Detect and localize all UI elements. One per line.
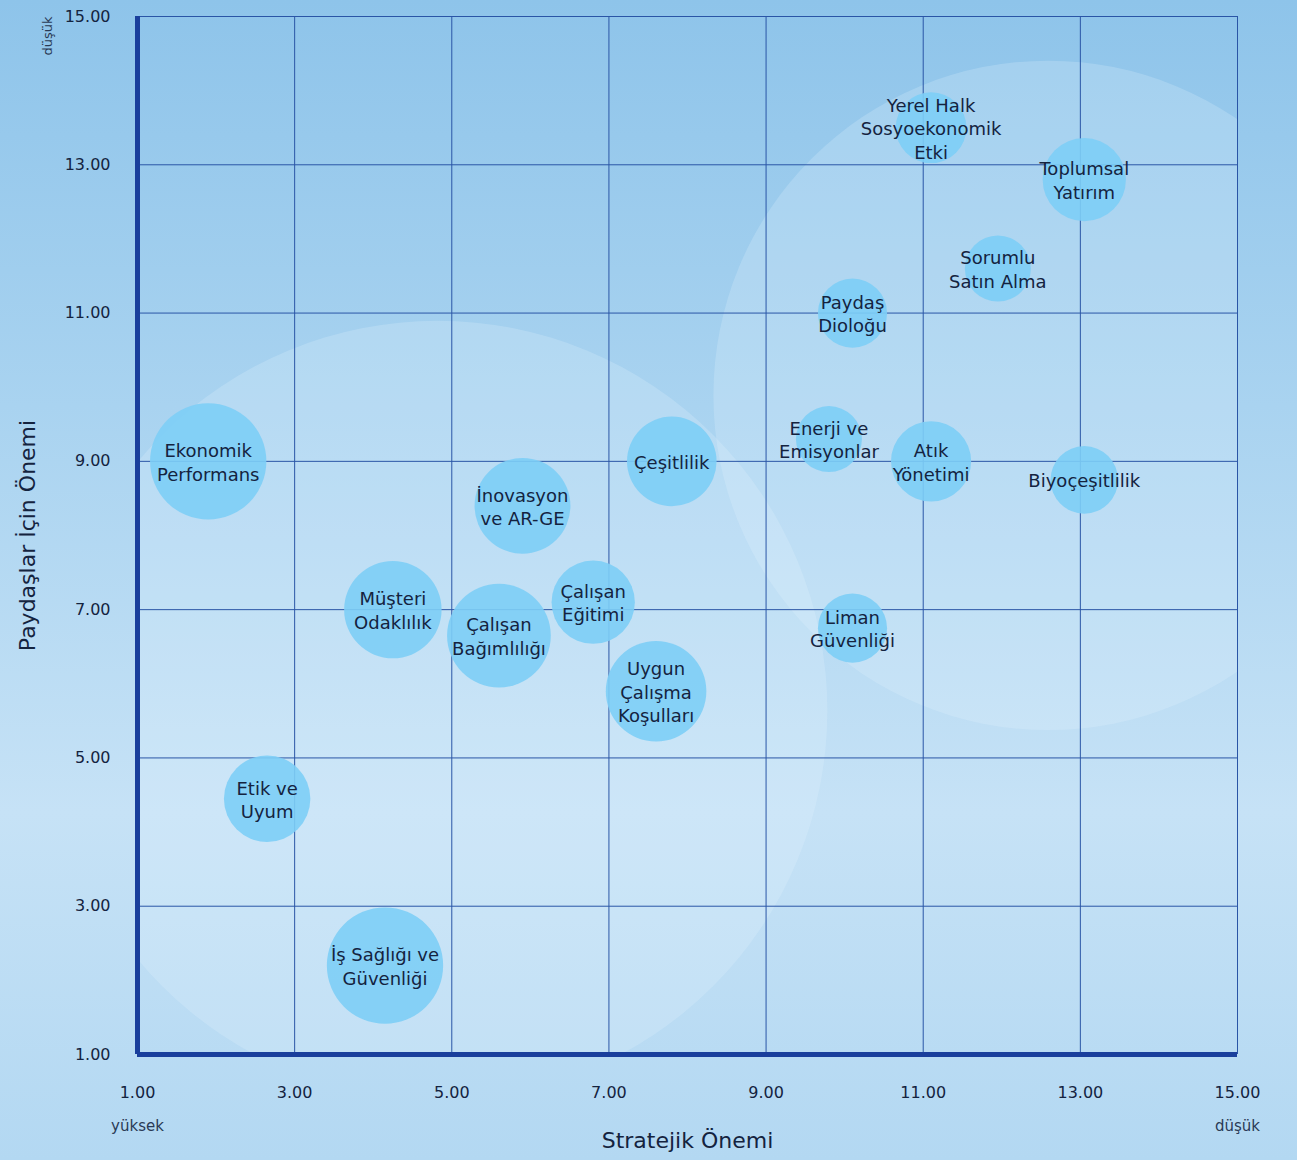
svg-text:9.00: 9.00 [748,1083,784,1102]
svg-text:1.00: 1.00 [75,1045,111,1064]
svg-text:Yerel HalkSosyoekonomikEtki: Yerel HalkSosyoekonomikEtki [861,95,1002,163]
svg-text:ToplumsalYatırım: ToplumsalYatırım [1038,158,1129,202]
svg-text:ÇalışanBağımlılığı: ÇalışanBağımlılığı [452,614,546,658]
svg-text:Etik veUyum: Etik veUyum [236,777,297,821]
svg-text:düşük: düşük [1215,1117,1260,1135]
svg-text:11.00: 11.00 [900,1083,946,1102]
svg-text:Enerji veEmisyonlar: Enerji veEmisyonlar [779,418,879,462]
svg-text:1.00: 1.00 [120,1083,156,1102]
svg-text:7.00: 7.00 [591,1083,627,1102]
svg-text:İnovasyonve AR-GE: İnovasyonve AR-GE [477,485,569,529]
svg-text:Paydaşlar İçin Önemi: Paydaşlar İçin Önemi [15,420,40,651]
svg-text:11.00: 11.00 [65,303,111,322]
svg-text:LimanGüvenliği: LimanGüvenliği [810,607,895,651]
svg-text:5.00: 5.00 [75,748,111,767]
svg-text:7.00: 7.00 [75,600,111,619]
svg-text:UygunÇalışmaKoşulları: UygunÇalışmaKoşulları [618,658,694,726]
svg-text:ÇalışanEğitimi: ÇalışanEğitimi [561,581,626,625]
svg-text:yüksek: yüksek [111,1117,164,1135]
svg-text:İş Sağlığı veGüvenliği: İş Sağlığı veGüvenliği [331,944,439,988]
svg-text:Biyoçeşitlilik: Biyoçeşitlilik [1028,470,1140,491]
svg-text:EkonomikPerformans: EkonomikPerformans [157,440,259,484]
svg-text:13.00: 13.00 [1057,1083,1103,1102]
svg-text:Çeşitlilik: Çeşitlilik [634,452,710,473]
svg-text:9.00: 9.00 [75,451,111,470]
svg-text:15.00: 15.00 [1215,1083,1261,1102]
svg-text:3.00: 3.00 [277,1083,313,1102]
svg-text:AtıkYönetimi: AtıkYönetimi [892,440,970,484]
svg-text:15.00: 15.00 [65,7,111,26]
svg-text:PaydaşDioloğu: PaydaşDioloğu [818,292,887,336]
svg-text:MüşteriOdaklılık: MüşteriOdaklılık [354,588,432,632]
svg-text:13.00: 13.00 [65,155,111,174]
svg-text:3.00: 3.00 [75,896,111,915]
svg-text:SorumluSatın Alma: SorumluSatın Alma [949,247,1047,291]
svg-text:5.00: 5.00 [434,1083,470,1102]
svg-text:düşük: düşük [40,16,55,56]
svg-text:Stratejik Önemi: Stratejik Önemi [602,1128,774,1153]
